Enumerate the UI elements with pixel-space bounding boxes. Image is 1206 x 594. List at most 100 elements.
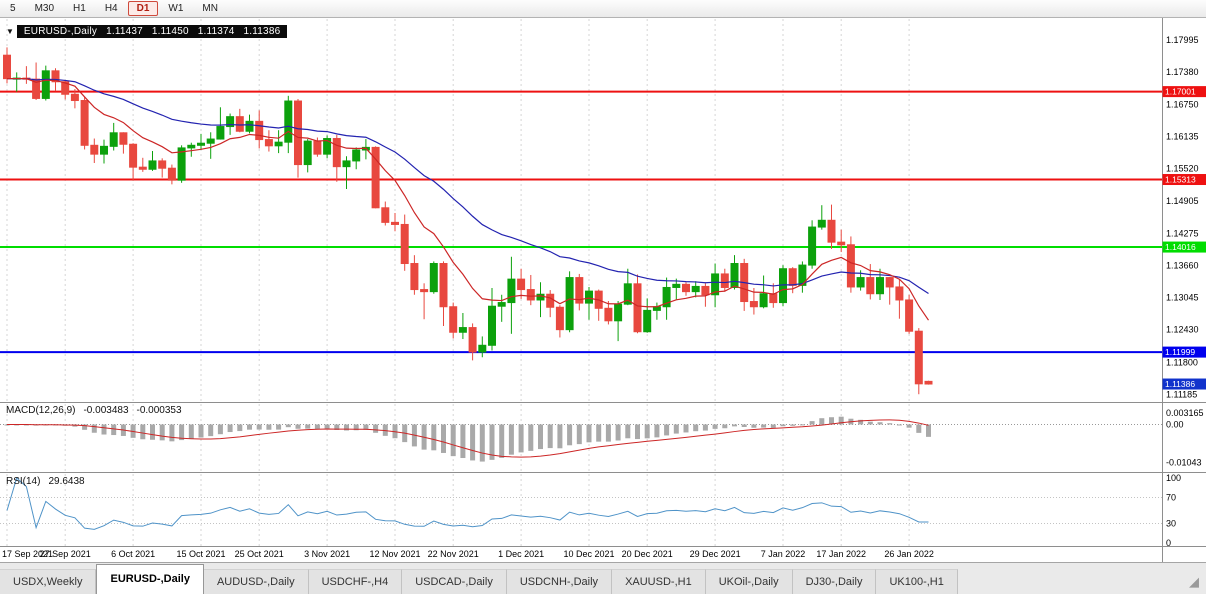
price-chip: 1.11999: [1165, 347, 1195, 357]
timeframe-button-mn[interactable]: MN: [202, 3, 218, 14]
symbol-info: ▼ EURUSD-,Daily 1.11437 1.11450 1.11374 …: [6, 25, 288, 38]
date-label: 22 Nov 2021: [428, 549, 479, 559]
price-chip-bg: [1162, 86, 1206, 98]
resize-grip[interactable]: ◢: [1189, 574, 1199, 589]
high-value: 1.11450: [151, 26, 189, 37]
candle: [478, 344, 487, 353]
candle: [420, 289, 429, 293]
candle: [148, 160, 157, 170]
chart-tab[interactable]: UK100-,H1: [876, 569, 958, 594]
macd-bar: [159, 424, 165, 441]
candle: [80, 100, 89, 146]
candle: [749, 301, 758, 308]
chart-tab[interactable]: USDCHF-,H4: [308, 569, 403, 594]
candle: [866, 277, 875, 295]
candle: [604, 307, 613, 322]
chart-tab[interactable]: USDX,Weekly: [0, 569, 97, 594]
macd-bar: [344, 424, 349, 431]
macd-bar: [101, 424, 107, 435]
candle: [517, 278, 526, 291]
candle: [129, 143, 138, 168]
candle: [187, 144, 196, 149]
rsi-axis-label: 30: [1166, 519, 1176, 529]
macd-bar: [4, 424, 10, 426]
candle: [449, 306, 458, 333]
macd-bar: [605, 424, 611, 442]
macd-bar: [188, 424, 194, 439]
macd-bar: [790, 424, 796, 426]
chart-tab[interactable]: USDCAD-,Daily: [402, 569, 507, 594]
macd-axis-label: -0.01043: [1166, 457, 1202, 467]
macd-axis-label: 0.003165: [1166, 408, 1204, 418]
open-value: 1.11437: [106, 26, 143, 37]
candle: [633, 283, 642, 333]
price-label: 1.16750: [1166, 100, 1199, 110]
price-chip: 1.14016: [1165, 242, 1196, 252]
macd-bar: [363, 424, 369, 430]
price-axis[interactable]: 1.17995 1.17380 1.16750 1.16135 1.15520 1.149…: [1162, 35, 1206, 548]
macd-main-value: -0.003483: [83, 405, 129, 416]
candle: [817, 219, 826, 228]
macd-bar: [266, 424, 272, 430]
macd-bar: [761, 424, 767, 428]
timeframe-button-d1[interactable]: D1: [127, 1, 159, 16]
candle: [119, 132, 128, 145]
timeframe-button-h4[interactable]: H4: [104, 3, 118, 14]
candle: [303, 140, 312, 166]
macd-signal-value: -0.000353: [136, 405, 182, 416]
candle: [32, 78, 41, 99]
chart-tab[interactable]: XAUUSD-,H1: [612, 569, 706, 594]
candle: [235, 116, 244, 132]
macd-bar: [673, 424, 679, 434]
timeframe-button-5[interactable]: 5: [10, 3, 16, 14]
macd-bar: [256, 424, 262, 430]
price-label: 1.13660: [1166, 261, 1199, 271]
date-label: 27 Sep 2021: [40, 549, 91, 559]
price-chip-bg: [1162, 241, 1206, 253]
chart-tab[interactable]: EURUSD-,Daily: [96, 564, 204, 594]
candle: [41, 70, 50, 99]
rsi-layer: [0, 477, 1162, 530]
candles-layer: [3, 47, 933, 395]
candle: [3, 54, 11, 80]
macd-bar: [644, 424, 650, 439]
macd-bar: [819, 418, 825, 425]
macd-bar: [780, 424, 786, 427]
candle: [109, 132, 118, 147]
price-chip: 1.11386: [1165, 379, 1195, 389]
price-chip-bg: [1162, 174, 1206, 186]
chart-tab[interactable]: DJ30-,Daily: [792, 569, 877, 594]
price-chip-bg: [1162, 346, 1206, 358]
candle: [167, 167, 176, 181]
rsi-indicator-label: RSI(14) 29.6438: [6, 476, 85, 487]
timeframe-button-m30[interactable]: M30: [34, 3, 55, 14]
candle: [342, 160, 351, 168]
macd-bar: [353, 424, 359, 431]
chart-tab[interactable]: USDCNH-,Daily: [506, 569, 613, 594]
macd-bar: [615, 424, 621, 441]
candle: [536, 293, 545, 301]
timeframe-button-w1[interactable]: W1: [168, 3, 184, 14]
macd-bar: [295, 424, 301, 429]
macd-bar: [576, 424, 582, 445]
date-label: 3 Nov 2021: [304, 549, 350, 559]
chart-tab[interactable]: UKOil-,Daily: [705, 569, 793, 594]
one-click-collapse-icon[interactable]: ▼: [6, 27, 14, 36]
macd-bar: [23, 424, 29, 426]
price-label: 1.14905: [1166, 196, 1199, 206]
candle: [565, 277, 574, 331]
candle: [410, 263, 419, 291]
price-label: 1.16135: [1166, 132, 1199, 142]
macd-bar: [625, 424, 631, 439]
timeframe-button-h1[interactable]: H1: [73, 3, 86, 14]
candle: [284, 100, 293, 143]
candle: [643, 309, 652, 333]
rsi-name: RSI(14): [6, 476, 41, 487]
chart-tab[interactable]: AUDUSD-,Daily: [203, 569, 309, 594]
macd-bar: [528, 424, 534, 451]
candle: [730, 263, 739, 288]
macd-bar: [479, 424, 485, 462]
